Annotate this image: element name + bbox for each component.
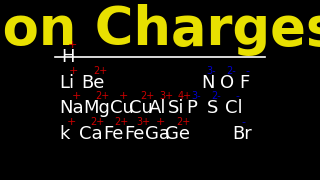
Text: Li: Li xyxy=(60,74,75,92)
Text: 2+: 2+ xyxy=(115,117,129,127)
Text: 2-: 2- xyxy=(226,66,236,76)
Text: -: - xyxy=(246,66,250,76)
Text: Ga: Ga xyxy=(146,125,171,143)
Text: +: + xyxy=(155,117,165,127)
Text: -: - xyxy=(236,91,240,101)
Text: 2+: 2+ xyxy=(91,117,105,127)
Text: N: N xyxy=(201,74,214,92)
Text: +: + xyxy=(68,66,78,76)
Text: 2+: 2+ xyxy=(140,91,155,101)
Text: F: F xyxy=(239,74,250,92)
Text: Fe: Fe xyxy=(125,125,145,143)
Text: Ion Charges: Ion Charges xyxy=(0,4,320,56)
Text: 2+: 2+ xyxy=(176,117,190,127)
Text: Si: Si xyxy=(167,99,184,117)
Text: 3-: 3- xyxy=(207,66,216,76)
Text: 4+: 4+ xyxy=(178,91,192,101)
Text: Al: Al xyxy=(149,99,167,117)
Text: +: + xyxy=(68,40,77,50)
Text: Fe: Fe xyxy=(103,125,124,143)
Text: Cu: Cu xyxy=(110,99,134,117)
Text: 3+: 3+ xyxy=(160,91,174,101)
Text: 2+: 2+ xyxy=(95,91,110,101)
Text: 3+: 3+ xyxy=(136,117,150,127)
Text: 2+: 2+ xyxy=(93,66,108,76)
Text: Cu: Cu xyxy=(129,99,153,117)
Text: +: + xyxy=(119,91,128,101)
Text: Ca: Ca xyxy=(79,125,102,143)
Text: Mg: Mg xyxy=(83,99,110,117)
Text: P: P xyxy=(186,99,197,117)
Text: H: H xyxy=(62,48,75,66)
Text: -: - xyxy=(241,117,245,127)
Text: +: + xyxy=(66,117,76,127)
Text: S: S xyxy=(207,99,218,117)
Text: k: k xyxy=(60,125,70,143)
Text: Be: Be xyxy=(81,74,104,92)
Text: O: O xyxy=(220,74,235,92)
Text: Ge: Ge xyxy=(165,125,190,143)
Text: 3-: 3- xyxy=(192,91,201,101)
Text: Cl: Cl xyxy=(225,99,243,117)
Text: 2-: 2- xyxy=(212,91,221,101)
Text: Na: Na xyxy=(60,99,84,117)
Text: +: + xyxy=(72,91,81,101)
Text: Br: Br xyxy=(232,125,252,143)
